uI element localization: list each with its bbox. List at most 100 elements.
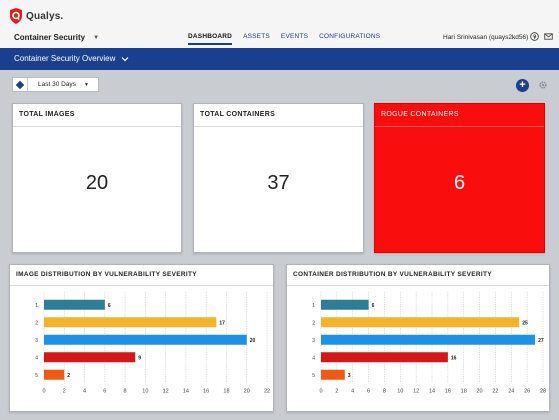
divider	[375, 126, 544, 127]
bar-value-label: 16	[451, 355, 457, 361]
gear-icon[interactable]	[538, 80, 548, 90]
severity-bar	[321, 352, 448, 363]
chevron-down-icon: ▼	[83, 81, 89, 88]
tab-configurations[interactable]: CONFIGURATIONS	[319, 33, 381, 40]
total-containers-card[interactable]: TOTAL CONTAINERS 37	[193, 103, 364, 253]
category-label: 1	[312, 303, 315, 309]
bar-value-label: 25	[522, 320, 528, 326]
bar-value-label: 3	[348, 373, 351, 379]
tab-events[interactable]: EVENTS	[280, 33, 309, 40]
card-title: TOTAL CONTAINERS	[200, 111, 276, 118]
card-title: ROGUE CONTAINERS	[381, 111, 459, 118]
severity-bar	[44, 299, 105, 310]
x-tick-label: 12	[163, 389, 169, 395]
chevron-down-icon	[121, 56, 129, 61]
x-tick-label: 6	[367, 389, 370, 395]
rogue-containers-value: 6	[453, 172, 466, 194]
tab-assets[interactable]: ASSETS	[243, 33, 270, 40]
card-title: TOTAL IMAGES	[19, 111, 75, 118]
user-menu[interactable]: Hari Srinivasan (quays2kd56) ▼	[443, 34, 537, 41]
severity-bar	[321, 334, 536, 345]
category-label: 5	[312, 373, 315, 379]
category-label: 3	[312, 338, 315, 344]
x-tick-label: 4	[351, 389, 354, 395]
category-label: 4	[35, 355, 38, 361]
x-tick-label: 4	[83, 389, 86, 395]
header-icons: ?	[530, 32, 553, 41]
divider	[10, 285, 273, 286]
x-tick-label: 28	[540, 389, 546, 395]
severity-bar	[321, 299, 369, 310]
x-tick-label: 0	[42, 389, 45, 395]
rogue-containers-card[interactable]: ROGUE CONTAINERS 6	[374, 103, 545, 253]
help-icon[interactable]: ?	[530, 32, 539, 41]
x-tick-label: 16	[203, 389, 209, 395]
x-tick-label: 8	[383, 389, 386, 395]
container-distribution-card: CONTAINER DISTRIBUTION BY VULNERABILITY …	[286, 264, 550, 412]
user-name: Hari Srinivasan (quays2kd56)	[443, 34, 529, 41]
x-tick-label: 14	[183, 389, 189, 395]
chart-title: CONTAINER DISTRIBUTION BY VULNERABILITY …	[293, 271, 492, 278]
image-distribution-card: IMAGE DISTRIBUTION BY VULNERABILITY SEVE…	[9, 264, 274, 412]
tab-dashboard[interactable]: DASHBOARD	[188, 33, 233, 45]
x-tick-label: 20	[477, 389, 483, 395]
bar-value-label: 2	[67, 373, 70, 379]
bar-value-label: 6	[372, 303, 375, 309]
severity-bar	[44, 369, 65, 380]
divider	[287, 285, 549, 286]
category-label: 2	[312, 320, 315, 326]
x-tick-label: 24	[508, 389, 514, 395]
category-label: 2	[35, 320, 38, 326]
x-tick-label: 20	[244, 389, 250, 395]
module-title: Container Security	[14, 33, 86, 42]
shield-logo-icon	[10, 8, 22, 24]
bar-value-label: 20	[250, 338, 256, 344]
dashboard-selector[interactable]: Container Security Overview	[14, 54, 129, 63]
x-tick-label: 18	[223, 389, 229, 395]
bar-value-label: 27	[538, 338, 544, 344]
x-tick-label: 26	[524, 389, 530, 395]
x-tick-label: 10	[397, 389, 403, 395]
x-tick-label: 18	[461, 389, 467, 395]
time-range-value: Last 30 Days	[38, 81, 76, 88]
x-tick-label: 0	[319, 389, 322, 395]
container-severity-chart: 0 2 4 6 8 10 12 14 16 18 20 22 24 26 281 62 253 274 165 3	[312, 292, 546, 395]
bar-value-label: 17	[219, 320, 225, 326]
filter-tag	[13, 78, 28, 91]
severity-bar	[321, 369, 345, 380]
x-tick-label: 22	[264, 389, 270, 395]
qualys-logo[interactable]: Qualys.	[9, 8, 64, 24]
x-tick-label: 8	[124, 389, 127, 395]
x-tick-label: 2	[335, 389, 338, 395]
dashboard-title: Container Security Overview	[14, 54, 116, 63]
category-label: 3	[35, 338, 38, 344]
bar-value-label: 6	[108, 303, 111, 309]
total-containers-value: 37	[267, 172, 290, 194]
x-tick-label: 12	[413, 389, 419, 395]
severity-bar	[44, 334, 247, 345]
svg-text:?: ?	[533, 35, 537, 41]
chart-title: IMAGE DISTRIBUTION BY VULNERABILITY SEVE…	[16, 271, 197, 278]
image-severity-chart: 0 2 4 6 8 10 12 14 16 18 20 221 62 173 204 95 2	[35, 292, 270, 395]
total-images-card[interactable]: TOTAL IMAGES 20	[12, 103, 182, 253]
module-switcher[interactable]: Container Security ▼	[14, 33, 99, 42]
add-widget-button[interactable]: +	[516, 79, 529, 92]
diamond-icon	[15, 80, 25, 89]
dashboard-header-bar: Container Security Overview	[0, 48, 559, 70]
main-nav: DASHBOARD ASSETS EVENTS CONFIGURATIONS	[188, 33, 391, 45]
category-label: 1	[35, 303, 38, 309]
mail-icon[interactable]	[544, 32, 553, 41]
top-bar: Qualys. Container Security ▼ DASHBOARD A…	[0, 0, 559, 48]
x-tick-label: 10	[142, 389, 148, 395]
bar-value-label: 9	[138, 355, 141, 361]
logo-text: Qualys.	[26, 10, 64, 22]
time-range-dropdown[interactable]: Last 30 Days ▼	[12, 77, 99, 92]
chevron-down-icon: ▼	[93, 34, 100, 41]
total-images-value: 20	[85, 172, 109, 194]
category-label: 4	[312, 355, 315, 361]
severity-bar	[44, 317, 217, 328]
category-label: 5	[35, 373, 38, 379]
divider	[194, 126, 363, 127]
chevron-down-icon: ▼	[532, 34, 538, 41]
x-tick-label: 22	[492, 389, 498, 395]
